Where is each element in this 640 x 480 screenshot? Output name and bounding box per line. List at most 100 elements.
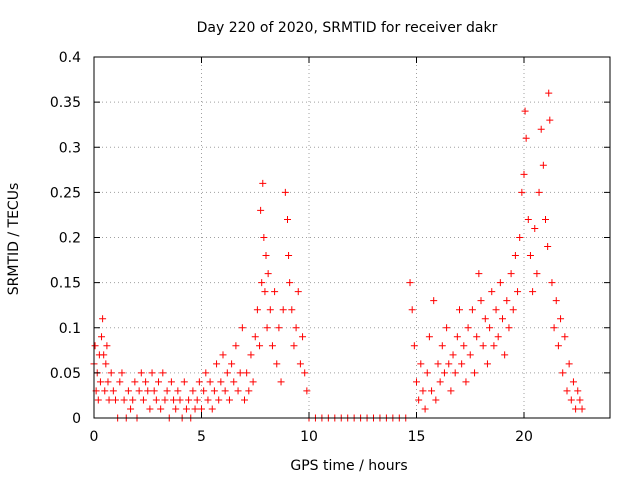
- data-point: [104, 378, 112, 386]
- data-point: [253, 306, 261, 314]
- data-point: [524, 215, 532, 223]
- data-point: [423, 369, 431, 377]
- data-point: [406, 279, 414, 287]
- data-point: [296, 360, 304, 368]
- data-point: [135, 387, 143, 395]
- y-tick-label: 0: [72, 411, 81, 427]
- data-point: [479, 342, 487, 350]
- data-point: [170, 396, 178, 404]
- y-tick-labels: 0 0.05 0.1 0.15 0.2 0.25 0.3 0.35 0.4: [50, 50, 81, 427]
- data-point: [219, 351, 227, 359]
- data-point: [157, 405, 165, 413]
- data-point: [458, 360, 466, 368]
- x-axis-title: GPS time / hours: [290, 458, 407, 474]
- y-tick-label: 0.3: [59, 140, 81, 156]
- data-point: [167, 378, 175, 386]
- y-tick-label: 0.05: [50, 366, 81, 382]
- data-point: [208, 405, 216, 413]
- data-point: [413, 378, 420, 386]
- data-point: [494, 333, 502, 341]
- data-point: [131, 378, 139, 386]
- data-point: [503, 297, 511, 305]
- data-point: [548, 279, 556, 287]
- data-point: [243, 369, 251, 377]
- data-point: [539, 161, 547, 169]
- data-point: [408, 306, 416, 314]
- data-point: [176, 396, 184, 404]
- data-point: [195, 378, 203, 386]
- data-point: [492, 306, 500, 314]
- data-point: [200, 387, 208, 395]
- data-point: [481, 315, 489, 323]
- data-point: [419, 387, 427, 395]
- data-point: [238, 324, 246, 332]
- data-point: [436, 378, 444, 386]
- data-point: [185, 396, 193, 404]
- data-point: [191, 405, 199, 413]
- data-point: [139, 396, 147, 404]
- y-axis-title: SRMTID / TECUs: [6, 183, 22, 296]
- data-point: [421, 405, 429, 413]
- data-point: [142, 378, 150, 386]
- data-point: [453, 333, 461, 341]
- data-point: [152, 396, 160, 404]
- data-point: [417, 360, 425, 368]
- data-point: [526, 252, 534, 260]
- data-point: [449, 351, 457, 359]
- data-point: [443, 324, 451, 332]
- data-point: [496, 279, 504, 287]
- data-point: [490, 342, 498, 350]
- data-point: [521, 107, 529, 115]
- data-point: [576, 396, 584, 404]
- grid-lines: [94, 57, 610, 418]
- data-point: [546, 116, 554, 124]
- data-point: [256, 342, 264, 350]
- data-point: [292, 324, 300, 332]
- data-point: [545, 89, 553, 97]
- data-point: [206, 378, 214, 386]
- data-point: [499, 315, 506, 323]
- data-point: [96, 378, 104, 386]
- data-point: [574, 387, 582, 395]
- data-point: [204, 396, 212, 404]
- data-point: [189, 387, 197, 395]
- axis-ticks: [93, 56, 610, 419]
- data-point: [425, 333, 433, 341]
- data-point: [118, 369, 126, 377]
- data-point: [460, 342, 468, 350]
- data-point: [561, 333, 569, 341]
- data-point: [277, 378, 285, 386]
- data-point: [107, 369, 115, 377]
- data-point: [257, 206, 265, 214]
- data-point: [410, 342, 418, 350]
- data-point: [120, 396, 128, 404]
- data-point: [466, 351, 474, 359]
- data-point: [210, 387, 218, 395]
- data-point: [180, 378, 188, 386]
- data-point: [241, 396, 248, 404]
- data-point: [221, 387, 229, 395]
- data-point: [531, 224, 539, 232]
- data-point: [217, 378, 225, 386]
- data-point: [303, 387, 311, 395]
- data-point: [434, 360, 442, 368]
- data-point: [251, 333, 259, 341]
- data-point: [105, 396, 113, 404]
- data-point: [193, 396, 201, 404]
- data-point: [520, 170, 528, 178]
- data-point: [432, 396, 440, 404]
- data-point: [273, 360, 281, 368]
- data-point: [225, 396, 233, 404]
- data-point: [236, 369, 244, 377]
- data-point: [98, 333, 106, 341]
- data-point: [488, 288, 496, 296]
- data-point: [511, 252, 519, 260]
- data-point: [483, 360, 491, 368]
- data-point: [281, 188, 289, 196]
- data-point: [456, 306, 463, 314]
- data-point: [438, 342, 446, 350]
- data-point: [514, 288, 522, 296]
- data-point: [559, 369, 567, 377]
